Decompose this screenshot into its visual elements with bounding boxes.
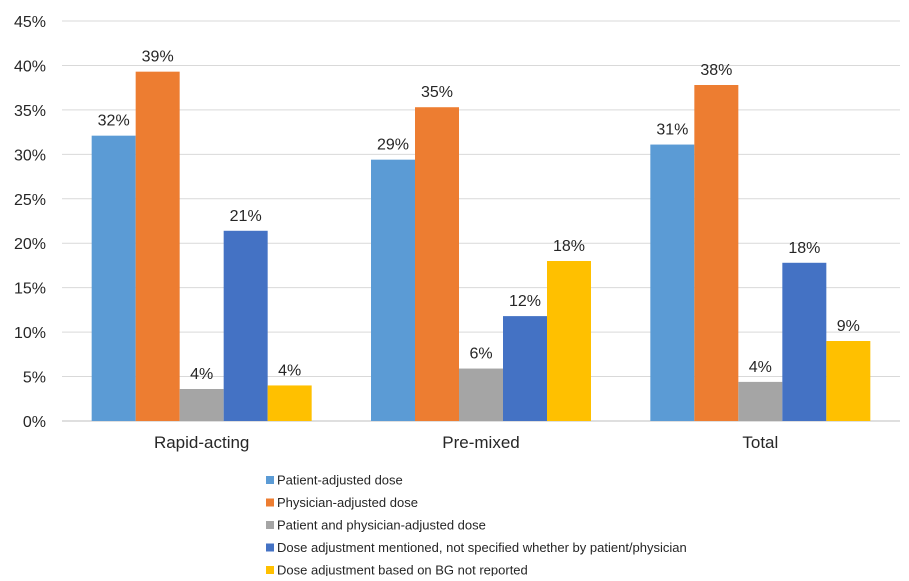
legend: Patient-adjusted dose Physician-adjusted … — [266, 473, 687, 578]
data-label: 38% — [700, 62, 732, 79]
legend-label: Dose adjustment mentioned, not specified… — [277, 540, 687, 555]
bar — [223, 230, 268, 421]
bar — [415, 107, 459, 421]
data-label: 4% — [190, 366, 213, 383]
y-tick-label: 0% — [23, 414, 46, 431]
bar — [135, 71, 180, 422]
legend-label: Patient-adjusted dose — [277, 473, 403, 488]
category-label: Total — [742, 433, 778, 452]
data-label: 32% — [98, 113, 130, 130]
data-label: 4% — [749, 359, 772, 376]
y-tick-label: 5% — [23, 370, 46, 387]
legend-label: Dose adjustment based on BG not reported — [277, 563, 528, 577]
data-label: 4% — [278, 362, 301, 379]
y-tick-label: 30% — [14, 147, 46, 164]
bar — [650, 144, 695, 422]
bar — [738, 381, 783, 421]
data-label: 18% — [788, 240, 820, 257]
legend-label: Physician-adjusted dose — [277, 495, 418, 510]
y-tick-label: 40% — [14, 58, 46, 75]
legend-swatch — [266, 521, 274, 529]
bar — [694, 85, 739, 421]
bar — [179, 389, 224, 421]
legend-label: Patient and physician-adjusted dose — [277, 518, 486, 533]
y-tick-label: 10% — [14, 325, 46, 342]
y-tick-label: 45% — [14, 14, 46, 31]
data-labels: 32% 39% 4% 21% 4% 29% 35% 6% 12% 18% 31% 38% 4% 18% 9% — [98, 49, 860, 383]
gridlines — [62, 20, 900, 422]
data-label: 39% — [142, 49, 174, 66]
bar — [91, 135, 136, 421]
bar — [459, 368, 503, 421]
data-label: 29% — [377, 137, 409, 154]
legend-swatch — [266, 476, 274, 484]
data-label: 31% — [656, 122, 688, 139]
category-label: Pre-mixed — [442, 433, 519, 452]
bars — [91, 71, 871, 422]
bar — [503, 316, 547, 421]
x-axis: Rapid-acting Pre-mixed Total — [154, 433, 778, 452]
legend-swatch — [266, 498, 274, 507]
data-label: 35% — [421, 84, 453, 101]
data-label: 6% — [469, 346, 492, 363]
y-tick-label: 15% — [14, 281, 46, 298]
bar — [371, 159, 415, 421]
data-label: 21% — [230, 208, 262, 225]
legend-swatch — [266, 543, 274, 552]
bar — [826, 341, 871, 421]
legend-swatch — [266, 566, 274, 574]
data-label: 18% — [553, 238, 585, 255]
bar — [267, 385, 312, 421]
bar — [782, 262, 827, 421]
bar — [547, 261, 591, 421]
y-tick-label: 35% — [14, 103, 46, 120]
y-axis: 0% 5% 10% 15% 20% 25% 30% 35% 40% 45% — [14, 14, 46, 431]
y-tick-label: 20% — [14, 236, 46, 253]
category-label: Rapid-acting — [154, 433, 249, 452]
y-tick-label: 25% — [14, 192, 46, 209]
data-label: 12% — [509, 293, 541, 310]
data-label: 9% — [837, 318, 860, 335]
